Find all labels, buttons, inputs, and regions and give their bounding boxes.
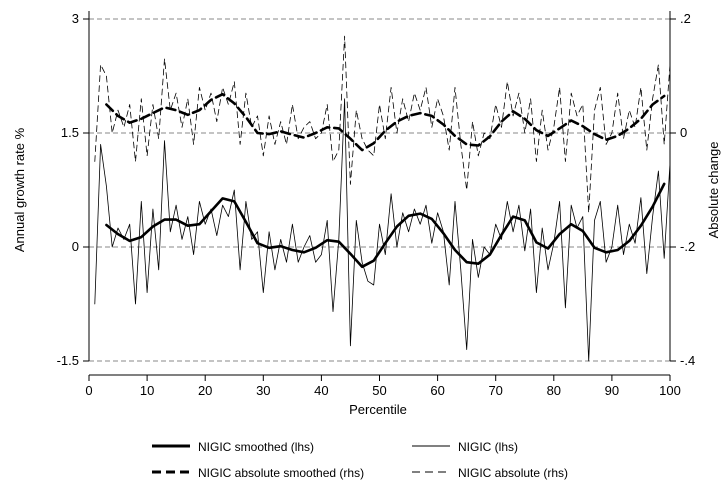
x-tick-label: 40 <box>314 383 328 398</box>
x-tick-label: 30 <box>256 383 270 398</box>
series-line-thick-solid <box>105 182 666 269</box>
x-tick-label: 90 <box>605 383 619 398</box>
left-y-axis: -1.5 0 1.5 3 <box>57 11 90 368</box>
x-axis-label: Percentile <box>349 402 407 417</box>
left-y-tick-label: 1.5 <box>61 125 79 140</box>
legend-label: NIGIC absolute smoothed (rhs) <box>198 466 364 480</box>
x-tick-label: 10 <box>140 383 154 398</box>
grid-lines <box>89 18 670 362</box>
legend-item-nigic: NIGIC (lhs) <box>412 440 518 454</box>
left-y-tick-label: -1.5 <box>57 353 79 368</box>
series-lines <box>94 35 671 362</box>
legend-label: NIGIC (lhs) <box>458 440 518 454</box>
legend-item-nigic-absolute: NIGIC absolute (rhs) <box>412 466 568 480</box>
right-y-axis-label: Absolute change <box>706 142 721 239</box>
x-tick-label: 20 <box>198 383 212 398</box>
left-y-tick-label: 0 <box>72 239 79 254</box>
x-tick-label: 0 <box>85 383 92 398</box>
right-y-tick-label: -.2 <box>680 239 695 254</box>
legend-item-nigic-smoothed: NIGIC smoothed (lhs) <box>152 440 314 454</box>
left-y-axis-label: Annual growth rate % <box>12 127 27 252</box>
legend: NIGIC smoothed (lhs) NIGIC (lhs) NIGIC a… <box>152 440 568 480</box>
x-tick-label: 100 <box>659 383 681 398</box>
left-y-tick-label: 3 <box>72 11 79 26</box>
legend-label: NIGIC smoothed (lhs) <box>198 440 314 454</box>
x-tick-label: 80 <box>547 383 561 398</box>
right-y-axis: -.4 -.2 0 .2 <box>669 11 695 368</box>
right-y-tick-label: 0 <box>680 125 687 140</box>
x-tick-label: 60 <box>430 383 444 398</box>
x-tick-label: 70 <box>488 383 502 398</box>
series-line-thin-solid <box>94 98 671 362</box>
x-tick-label: 50 <box>372 383 386 398</box>
series-line-thick-dashed <box>105 92 666 152</box>
x-axis: 0 10 20 30 40 50 60 70 80 90 100 <box>85 374 681 398</box>
series-line-thin-dashed <box>94 35 671 214</box>
legend-item-nigic-absolute-smoothed: NIGIC absolute smoothed (rhs) <box>152 466 364 480</box>
right-y-tick-label: -.4 <box>680 353 695 368</box>
right-y-tick-label: .2 <box>680 11 691 26</box>
legend-label: NIGIC absolute (rhs) <box>458 466 568 480</box>
